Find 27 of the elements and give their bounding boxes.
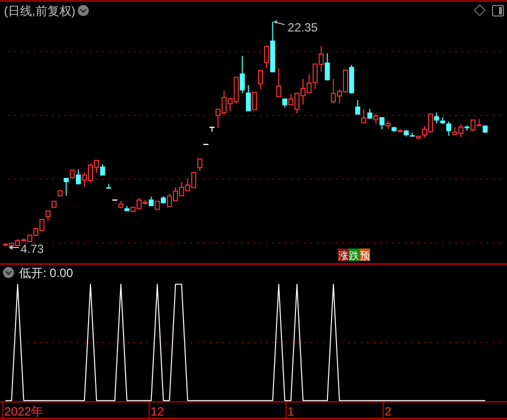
candlestick xyxy=(240,56,245,94)
candlestick xyxy=(379,116,384,130)
candlestick xyxy=(258,70,264,90)
candlestick xyxy=(252,91,257,111)
candlestick xyxy=(361,108,366,124)
candlestick xyxy=(434,112,440,124)
candlestick xyxy=(197,158,202,172)
candlestick xyxy=(355,100,360,115)
chart-title: 低开: 0.00 xyxy=(19,266,74,280)
candlestick xyxy=(446,120,452,136)
candlestick xyxy=(264,45,270,69)
x-tick-label: 2 xyxy=(384,404,392,418)
candlestick xyxy=(276,68,282,98)
annotation: 4.73 xyxy=(20,242,44,256)
candlestick xyxy=(46,210,51,222)
x-tick-label: 1 xyxy=(288,404,295,418)
candlestick xyxy=(367,108,372,120)
candlestick xyxy=(76,168,81,185)
candlestick xyxy=(373,112,378,124)
x-tick-label: 12 xyxy=(150,404,164,418)
x-tick-label: 2022年 xyxy=(4,404,44,418)
annotation: 22.35 xyxy=(288,20,318,35)
candlestick xyxy=(64,177,69,196)
candlestick xyxy=(324,52,330,81)
candlestick xyxy=(100,164,106,176)
candlestick xyxy=(246,84,251,112)
chart-title: (日线,前复权) xyxy=(4,4,76,18)
